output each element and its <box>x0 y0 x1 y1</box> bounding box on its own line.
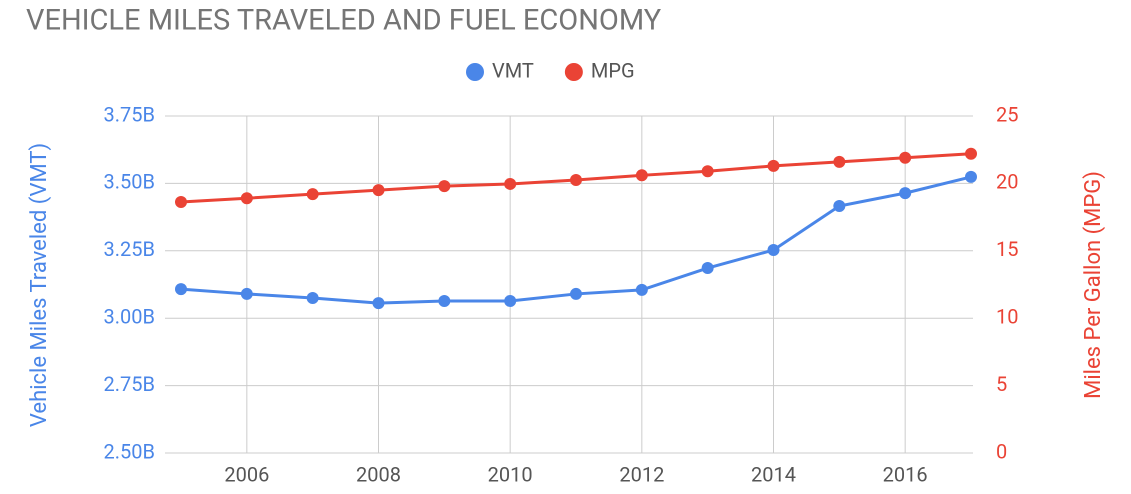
data-point <box>438 180 451 193</box>
data-point <box>965 147 977 160</box>
data-point <box>635 169 648 182</box>
data-point <box>570 174 582 187</box>
x-tick-label: 2008 <box>356 462 401 486</box>
data-point <box>635 283 648 296</box>
data-point <box>965 170 977 183</box>
y2-tick-label: 15 <box>996 237 1018 261</box>
y-tick-label: 3.25B <box>104 237 155 261</box>
x-tick-label: 2014 <box>751 462 796 486</box>
data-point <box>372 184 385 197</box>
y2-tick-label: 10 <box>996 304 1018 328</box>
data-point <box>240 287 253 300</box>
data-point <box>899 187 912 200</box>
legend-swatch <box>564 63 583 81</box>
x-tick-label: 2016 <box>883 462 928 486</box>
data-point <box>767 243 780 256</box>
y2-tick-label: 5 <box>996 372 1007 396</box>
data-point <box>504 294 517 307</box>
data-point <box>306 188 319 201</box>
chart-title: VEHICLE MILES TRAVELED AND FUEL ECONOMY <box>26 4 662 38</box>
y-axis-title: Vehicle Miles Traveled (VMT) <box>27 143 52 427</box>
data-point <box>701 262 714 275</box>
y-tick-label: 2.75B <box>104 372 155 396</box>
y-tick-label: 2.50B <box>104 439 155 463</box>
legend-label: VMT <box>492 58 534 82</box>
y2-axis-title: Miles Per Gallon (MPG) <box>1081 171 1106 399</box>
x-tick-label: 2010 <box>488 462 533 486</box>
data-point <box>175 283 187 296</box>
legend-swatch <box>466 63 484 81</box>
data-point <box>306 291 319 304</box>
data-point <box>899 151 912 164</box>
data-point <box>372 297 385 310</box>
y-tick-label: 3.50B <box>104 170 155 194</box>
data-point <box>175 196 187 209</box>
data-point <box>570 287 582 300</box>
x-tick-label: 2012 <box>619 462 664 486</box>
y-tick-label: 3.75B <box>104 102 155 126</box>
data-point <box>240 192 253 205</box>
data-point <box>701 165 714 178</box>
data-point <box>833 200 846 213</box>
y2-tick-label: 20 <box>996 170 1018 194</box>
x-tick-label: 2006 <box>224 462 269 486</box>
y-tick-label: 3.00B <box>104 304 155 328</box>
y2-tick-label: 0 <box>996 439 1007 463</box>
data-point <box>767 159 780 172</box>
data-point <box>504 177 517 190</box>
data-point <box>438 294 451 307</box>
y2-tick-label: 25 <box>996 102 1018 126</box>
data-point <box>833 155 846 168</box>
legend-label: MPG <box>591 58 635 82</box>
